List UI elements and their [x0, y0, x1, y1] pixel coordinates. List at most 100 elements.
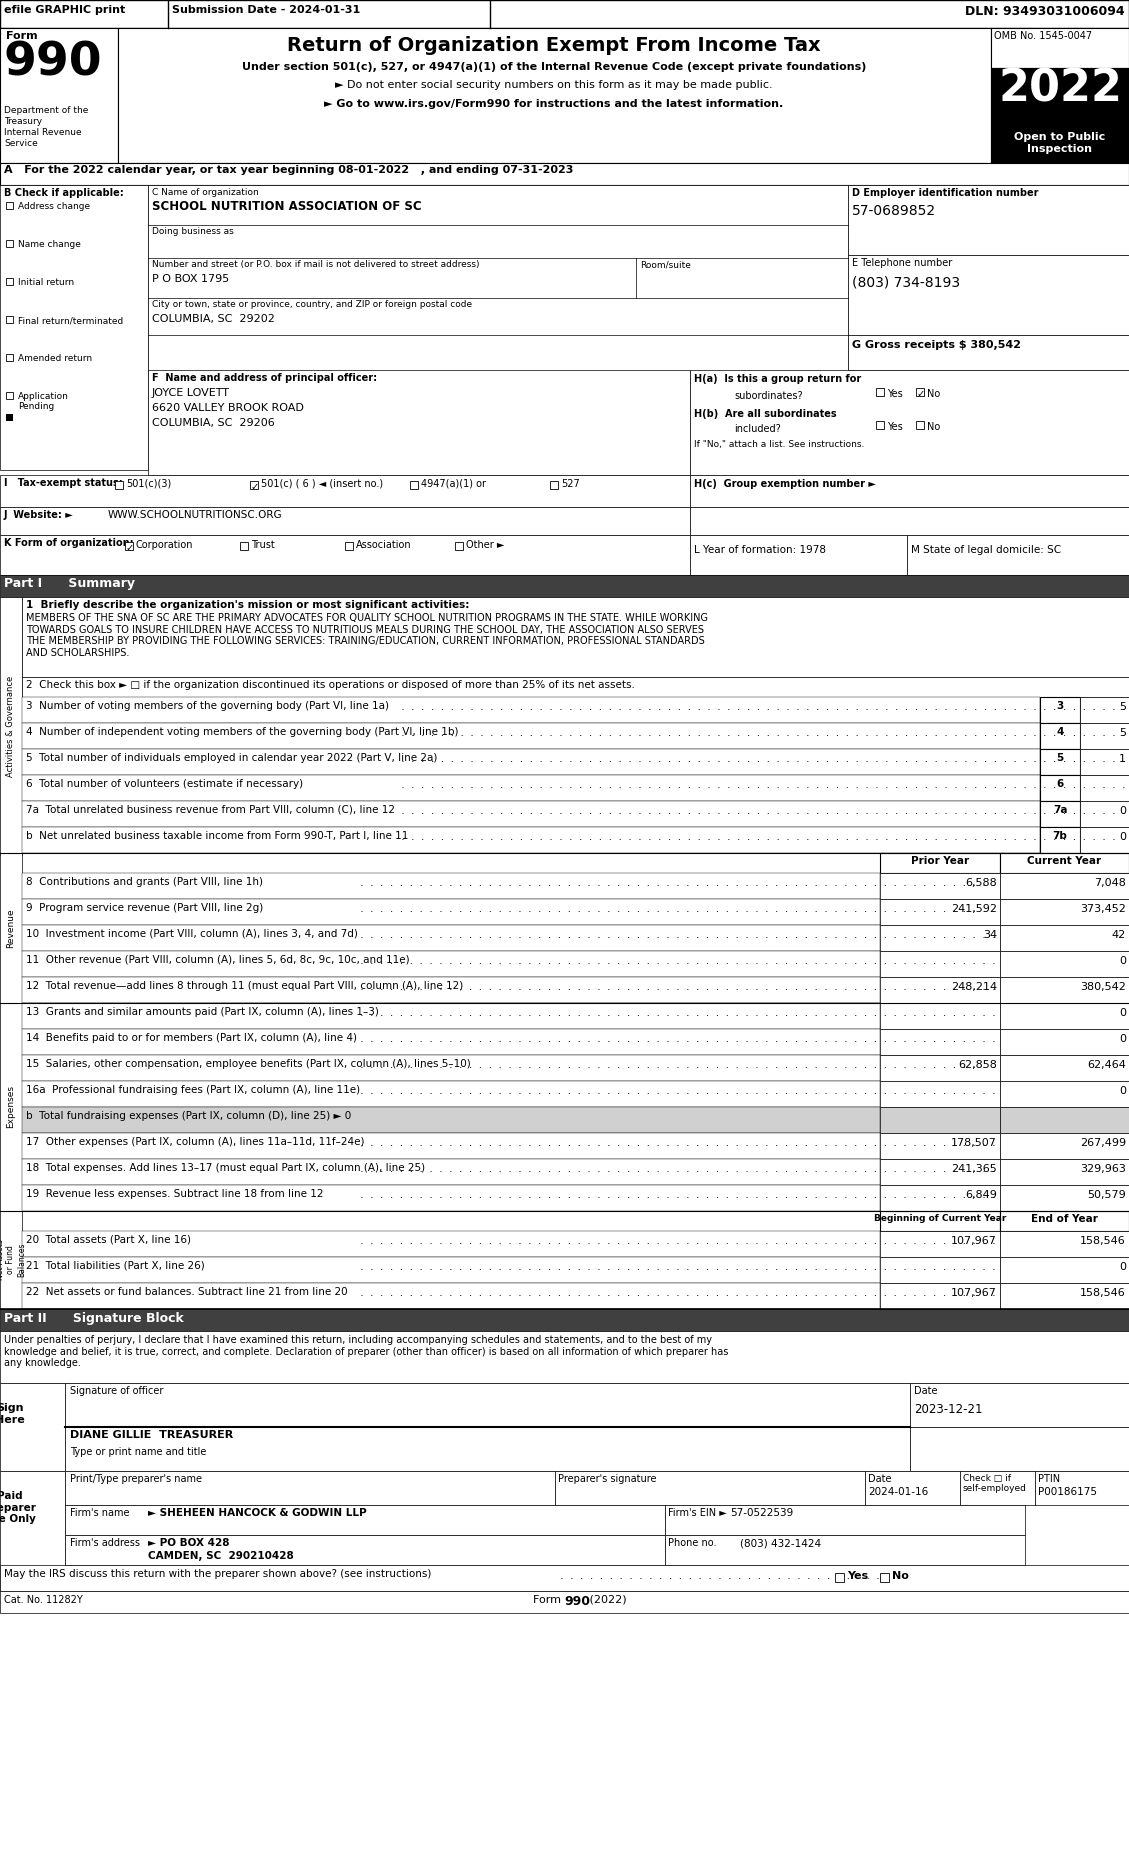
Text: Internal Revenue: Internal Revenue — [5, 129, 81, 136]
Bar — [21, 898, 879, 925]
Bar — [21, 677, 1129, 697]
Bar — [1040, 802, 1080, 828]
Text: .  .  .  .  .  .  .  .  .  .  .  .  .  .  .  .  .  .  .  .  .  .  .  .  .  .  . : . . . . . . . . . . . . . . . . . . . . … — [397, 755, 1129, 764]
Text: H(c)  Group exemption number ►: H(c) Group exemption number ► — [694, 479, 876, 488]
Bar — [6, 278, 14, 285]
Text: 990: 990 — [5, 39, 103, 86]
Text: 6  Total number of volunteers (estimate if necessary): 6 Total number of volunteers (estimate i… — [26, 779, 303, 788]
Text: ► PO BOX 428: ► PO BOX 428 — [148, 1538, 229, 1547]
Text: Submission Date - 2024-01-31: Submission Date - 2024-01-31 — [172, 6, 360, 15]
Bar — [21, 1186, 879, 1212]
Text: 501(c)(3): 501(c)(3) — [126, 479, 172, 488]
Text: Phone no.: Phone no. — [668, 1538, 717, 1547]
Text: No: No — [892, 1571, 909, 1581]
Bar — [0, 185, 148, 470]
Text: L Year of formation: 1978: L Year of formation: 1978 — [694, 544, 826, 555]
Text: 3: 3 — [1057, 701, 1064, 710]
Bar — [1000, 1029, 1129, 1055]
Bar — [0, 1592, 1129, 1612]
Text: Name change: Name change — [18, 240, 81, 250]
Bar — [991, 130, 1129, 162]
Text: JOYCE LOVETT: JOYCE LOVETT — [152, 388, 230, 399]
Bar — [1000, 898, 1129, 925]
Bar — [6, 201, 14, 209]
Text: .  .  .  .  .  .  .  .  .  .  .  .  .  .  .  .  .  .  .  .  .  .  .  .  .  .  . : . . . . . . . . . . . . . . . . . . . . … — [557, 1571, 883, 1581]
Bar — [21, 1107, 879, 1133]
Text: 5  Total number of individuals employed in calendar year 2022 (Part V, line 2a): 5 Total number of individuals employed i… — [26, 753, 437, 762]
Bar — [1000, 977, 1129, 1003]
Text: 0: 0 — [1119, 805, 1126, 816]
Text: 1: 1 — [1119, 755, 1126, 764]
Bar — [0, 475, 690, 507]
Bar — [148, 185, 848, 470]
Bar — [1000, 951, 1129, 977]
Bar — [0, 1566, 1129, 1592]
Bar — [0, 535, 690, 574]
Bar — [21, 1256, 879, 1282]
Bar — [879, 898, 1000, 925]
Text: Number and street (or P.O. box if mail is not delivered to street address): Number and street (or P.O. box if mail i… — [152, 259, 480, 268]
Text: 14  Benefits paid to or for members (Part IX, column (A), line 4): 14 Benefits paid to or for members (Part… — [26, 1033, 357, 1044]
Bar — [848, 185, 1129, 255]
Text: Service: Service — [5, 140, 37, 147]
Text: Initial return: Initial return — [18, 278, 75, 287]
Text: Yes: Yes — [887, 421, 903, 432]
Bar — [1035, 1471, 1129, 1504]
Text: Yes: Yes — [847, 1571, 868, 1581]
Bar — [848, 336, 1129, 369]
Text: Doing business as: Doing business as — [152, 227, 234, 237]
Bar — [0, 1383, 65, 1471]
Text: City or town, state or province, country, and ZIP or foreign postal code: City or town, state or province, country… — [152, 300, 472, 309]
Text: efile GRAPHIC print: efile GRAPHIC print — [5, 6, 125, 15]
Text: No: No — [927, 421, 940, 432]
Text: b  Total fundraising expenses (Part IX, column (D), line 25) ► 0: b Total fundraising expenses (Part IX, c… — [26, 1111, 351, 1120]
Bar — [991, 67, 1129, 130]
Text: B Check if applicable:: B Check if applicable: — [5, 188, 124, 198]
Bar — [665, 1504, 1025, 1534]
Bar — [65, 1428, 910, 1471]
Text: Revenue: Revenue — [7, 908, 16, 947]
Text: 5: 5 — [1119, 729, 1126, 738]
Bar — [1000, 1186, 1129, 1212]
Text: ✓: ✓ — [125, 542, 134, 554]
Text: 34: 34 — [983, 930, 997, 939]
Bar — [879, 1573, 889, 1583]
Bar — [21, 1133, 879, 1159]
Text: E Telephone number: E Telephone number — [852, 257, 952, 268]
Bar — [0, 0, 1129, 28]
Bar — [1000, 854, 1129, 872]
Text: CAMDEN, SC  290210428: CAMDEN, SC 290210428 — [148, 1551, 294, 1560]
Bar — [0, 1331, 1129, 1383]
Bar — [848, 255, 1129, 336]
Bar — [65, 1534, 665, 1566]
Text: Department of the: Department of the — [5, 106, 88, 116]
Bar — [665, 1534, 1025, 1566]
Bar — [879, 1186, 1000, 1212]
Bar — [1080, 749, 1129, 775]
Text: .  .  .  .  .  .  .  .  .  .  .  .  .  .  .  .  .  .  .  .  .  .  .  .  .  .  . : . . . . . . . . . . . . . . . . . . . . … — [357, 1087, 998, 1096]
Text: End of Year: End of Year — [1031, 1213, 1097, 1225]
Bar — [345, 542, 353, 550]
Bar — [916, 421, 924, 429]
Text: 178,507: 178,507 — [951, 1139, 997, 1148]
Text: Under penalties of perjury, I declare that I have examined this return, includin: Under penalties of perjury, I declare th… — [5, 1335, 728, 1368]
Bar — [21, 925, 879, 951]
Bar — [1000, 1256, 1129, 1282]
Text: Address change: Address change — [18, 201, 90, 211]
Text: 2024-01-16: 2024-01-16 — [868, 1487, 928, 1497]
Text: COLUMBIA, SC  29206: COLUMBIA, SC 29206 — [152, 418, 274, 429]
Bar — [21, 1055, 879, 1081]
Bar — [21, 1159, 879, 1186]
Text: 20  Total assets (Part X, line 16): 20 Total assets (Part X, line 16) — [26, 1236, 191, 1245]
Text: WWW.SCHOOLNUTRITIONSC.ORG: WWW.SCHOOLNUTRITIONSC.ORG — [108, 511, 282, 520]
Text: Current Year: Current Year — [1027, 856, 1102, 867]
Bar — [6, 414, 14, 421]
Bar — [1000, 1212, 1129, 1230]
Text: 1  Briefly describe the organization's mission or most significant activities:: 1 Briefly describe the organization's mi… — [26, 600, 470, 610]
Text: 13  Grants and similar amounts paid (Part IX, column (A), lines 1–3): 13 Grants and similar amounts paid (Part… — [26, 1007, 379, 1018]
Text: 22  Net assets or fund balances. Subtract line 21 from line 20: 22 Net assets or fund balances. Subtract… — [26, 1286, 348, 1297]
Text: 17  Other expenses (Part IX, column (A), lines 11a–11d, 11f–24e): 17 Other expenses (Part IX, column (A), … — [26, 1137, 365, 1146]
Bar — [879, 1133, 1000, 1159]
Text: Check □ if
self-employed: Check □ if self-employed — [963, 1474, 1027, 1493]
Bar — [0, 162, 1129, 185]
